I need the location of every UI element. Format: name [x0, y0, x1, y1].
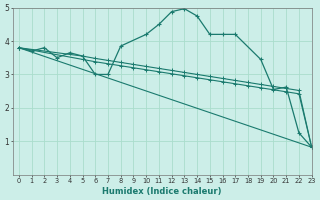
- X-axis label: Humidex (Indice chaleur): Humidex (Indice chaleur): [102, 187, 222, 196]
